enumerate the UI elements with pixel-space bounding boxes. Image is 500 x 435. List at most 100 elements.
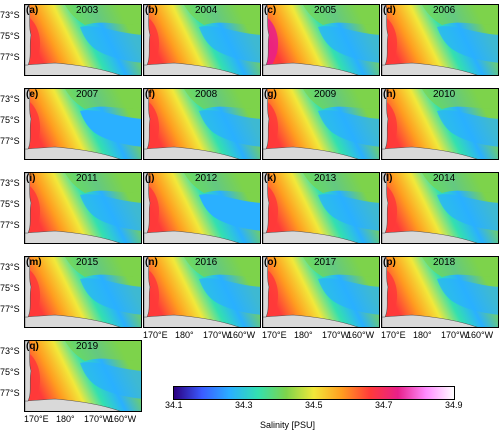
panel-label: (d) bbox=[383, 5, 396, 16]
victoria-land-coast bbox=[263, 5, 270, 66]
map-frame bbox=[262, 172, 380, 244]
map-svg bbox=[263, 5, 379, 75]
latitude-tick-label: 73°S bbox=[0, 262, 20, 272]
longitude-tick-label: 170°E bbox=[24, 414, 49, 424]
low-salinity-tongue bbox=[437, 110, 498, 147]
victoria-land-coast bbox=[263, 173, 270, 234]
fresh-water-band bbox=[303, 257, 379, 277]
longitude-tick-label: 160°W bbox=[466, 330, 494, 340]
salinity-map-panel: (n) 2016 bbox=[143, 256, 261, 328]
longitude-tick-label: 170°W bbox=[322, 330, 350, 340]
ross-ice-shelf bbox=[25, 314, 121, 327]
panel-year: 2014 bbox=[433, 173, 456, 184]
panel-year: 2017 bbox=[314, 257, 337, 268]
latitude-tick-label: 77°S bbox=[0, 52, 20, 62]
victoria-land-coast bbox=[382, 257, 389, 318]
panel-year: 2007 bbox=[76, 89, 99, 100]
longitude-tick-label: 170°E bbox=[143, 330, 168, 340]
fresh-water-band bbox=[184, 89, 260, 109]
latitude-tick-label: 75°S bbox=[0, 199, 20, 209]
ross-ice-shelf bbox=[382, 314, 478, 327]
low-salinity-tongue bbox=[318, 26, 379, 63]
longitude-tick-label: 180° bbox=[175, 330, 194, 340]
panel-label: (i) bbox=[26, 173, 36, 184]
low-salinity-tongue bbox=[80, 278, 141, 315]
salinity-map-panel: (o) 2017 bbox=[262, 256, 380, 328]
longitude-tick-label: 160°W bbox=[109, 414, 137, 424]
longitude-tick-label: 160°W bbox=[228, 330, 256, 340]
salinity-map-panel: (g) 2009 bbox=[262, 88, 380, 160]
map-frame bbox=[262, 256, 380, 328]
latitude-tick-label: 75°S bbox=[0, 31, 20, 41]
fresh-water-band bbox=[65, 257, 141, 277]
map-svg bbox=[263, 257, 379, 327]
longitude-tick-label: 170°E bbox=[262, 330, 287, 340]
ross-ice-shelf bbox=[25, 230, 121, 243]
ross-ice-shelf bbox=[263, 62, 359, 75]
victoria-land-coast bbox=[263, 257, 270, 318]
panel-label: (a) bbox=[26, 5, 39, 16]
panel-year: 2012 bbox=[195, 173, 218, 184]
panel-label: (n) bbox=[145, 257, 158, 268]
ross-ice-shelf bbox=[144, 146, 240, 159]
victoria-land-coast bbox=[25, 173, 32, 234]
colorbar-tick-label: 34.7 bbox=[375, 400, 393, 410]
fresh-water-band bbox=[303, 5, 379, 25]
victoria-land-coast bbox=[144, 89, 151, 150]
map-svg bbox=[25, 257, 141, 327]
longitude-tick-label: 180° bbox=[413, 330, 432, 340]
salinity-map-panel: (c) 2005 bbox=[262, 4, 380, 76]
low-salinity-tongue bbox=[199, 194, 260, 231]
map-svg bbox=[25, 173, 141, 243]
salinity-map-panel: (b) 2004 bbox=[143, 4, 261, 76]
victoria-land-coast bbox=[144, 257, 151, 318]
panel-label: (e) bbox=[26, 89, 39, 100]
map-frame bbox=[381, 4, 499, 76]
map-svg bbox=[144, 5, 260, 75]
colorbar-label: Salinity [PSU] bbox=[260, 420, 316, 430]
low-salinity-tongue bbox=[437, 194, 498, 231]
ross-ice-shelf bbox=[25, 398, 121, 411]
map-frame bbox=[24, 256, 142, 328]
panel-label: (k) bbox=[264, 173, 277, 184]
longitude-tick-label: 170°E bbox=[381, 330, 406, 340]
map-frame bbox=[143, 4, 261, 76]
low-salinity-tongue bbox=[199, 26, 260, 63]
fresh-water-band bbox=[184, 173, 260, 193]
fresh-water-band bbox=[65, 89, 141, 109]
map-frame bbox=[143, 88, 261, 160]
fresh-water-band bbox=[422, 5, 498, 25]
ross-ice-shelf bbox=[25, 146, 121, 159]
latitude-tick-label: 75°S bbox=[0, 115, 20, 125]
low-salinity-tongue bbox=[80, 194, 141, 231]
panel-year: 2011 bbox=[76, 173, 98, 184]
latitude-tick-label: 75°S bbox=[0, 283, 20, 293]
fresh-water-band bbox=[65, 173, 141, 193]
latitude-tick-label: 77°S bbox=[0, 136, 20, 146]
victoria-land-coast bbox=[382, 5, 389, 66]
fresh-water-band bbox=[422, 257, 498, 277]
map-frame bbox=[24, 340, 142, 412]
map-svg bbox=[144, 173, 260, 243]
victoria-land-coast bbox=[25, 257, 32, 318]
fresh-water-band bbox=[303, 173, 379, 193]
panel-year: 2010 bbox=[433, 89, 456, 100]
map-frame bbox=[24, 88, 142, 160]
low-salinity-tongue bbox=[80, 362, 141, 399]
panel-year: 2019 bbox=[76, 341, 99, 352]
map-svg bbox=[382, 5, 498, 75]
salinity-map-panel: (k) 2013 bbox=[262, 172, 380, 244]
panel-year: 2005 bbox=[314, 5, 337, 16]
victoria-land-coast bbox=[382, 89, 389, 150]
low-salinity-tongue bbox=[318, 110, 379, 147]
latitude-tick-label: 73°S bbox=[0, 94, 20, 104]
low-salinity-tongue bbox=[318, 278, 379, 315]
ross-ice-shelf bbox=[382, 230, 478, 243]
ross-ice-shelf bbox=[144, 314, 240, 327]
colorbar-tick-label: 34.5 bbox=[305, 400, 323, 410]
low-salinity-tongue bbox=[199, 110, 260, 147]
map-svg bbox=[144, 89, 260, 159]
panel-label: (q) bbox=[26, 341, 39, 352]
panel-year: 2013 bbox=[314, 173, 337, 184]
salinity-map-panel: (i) 2011 bbox=[24, 172, 142, 244]
